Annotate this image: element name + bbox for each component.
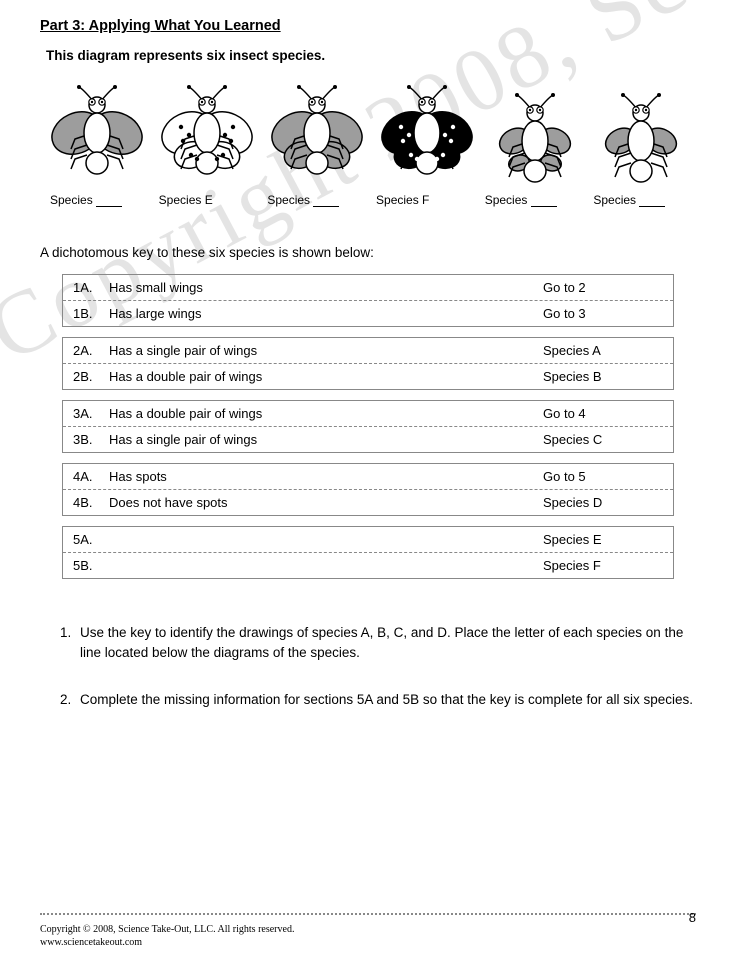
key-row: 4B. Does not have spots Species D [63,489,673,515]
key-row: 2B. Has a double pair of wings Species B [63,363,673,389]
key-pair: 4A. Has spots Go to 54B. Does not have s… [62,463,674,516]
key-pair: 3A. Has a double pair of wings Go to 43B… [62,400,674,453]
key-description: Has a double pair of wings [109,406,543,421]
key-code: 3A. [73,406,109,421]
key-description: Does not have spots [109,495,543,510]
insect-diagram [152,85,262,185]
key-row: 5A. Species E [63,527,673,552]
key-code: 3B. [73,432,109,447]
question-number: 1. [60,623,80,664]
footer-copyright: Copyright © 2008, Science Take-Out, LLC.… [40,923,294,949]
insect-diagram [42,85,152,185]
key-code: 1A. [73,280,109,295]
insect-diagram [482,93,588,185]
questions-block: 1.Use the key to identify the drawings o… [40,623,696,710]
key-result: Species D [543,495,663,510]
footer-line1: Copyright © 2008, Science Take-Out, LLC.… [40,923,294,936]
key-code: 4B. [73,495,109,510]
key-intro-text: A dichotomous key to these six species i… [40,245,696,260]
key-result: Go to 2 [543,280,663,295]
key-description: Has small wings [109,280,543,295]
key-code: 5A. [73,532,109,547]
key-result: Species A [543,343,663,358]
key-row: 1A. Has small wings Go to 2 [63,275,673,300]
key-description: Has spots [109,469,543,484]
question-text: Use the key to identify the drawings of … [80,623,696,664]
question: 2.Complete the missing information for s… [40,690,696,710]
insect-diagram [262,85,372,185]
key-row: 1B. Has large wings Go to 3 [63,300,673,326]
page-number: 8 [689,910,696,925]
key-code: 4A. [73,469,109,484]
key-row: 3A. Has a double pair of wings Go to 4 [63,401,673,426]
species-label: Species [477,193,586,207]
key-code: 2A. [73,343,109,358]
insect-labels-row: Species Species ESpecies Species FSpecie… [40,193,696,207]
key-row: 5B. Species F [63,552,673,578]
key-description: Has a double pair of wings [109,369,543,384]
key-code: 5B. [73,558,109,573]
question: 1.Use the key to identify the drawings o… [40,623,696,664]
key-result: Species B [543,369,663,384]
key-result: Species F [543,558,663,573]
species-label: Species [585,193,694,207]
footer-line2: www.sciencetakeout.com [40,936,294,949]
insect-diagram [588,93,694,185]
species-label: Species [42,193,151,207]
key-result: Go to 4 [543,406,663,421]
key-pair: 2A. Has a single pair of wings Species A… [62,337,674,390]
key-description: Has a single pair of wings [109,343,543,358]
key-row: 4A. Has spots Go to 5 [63,464,673,489]
key-result: Species E [543,532,663,547]
key-code: 1B. [73,306,109,321]
species-label: Species [259,193,368,207]
key-code: 2B. [73,369,109,384]
question-number: 2. [60,690,80,710]
footer-divider [40,913,696,915]
key-row: 3B. Has a single pair of wings Species C [63,426,673,452]
insect-diagram [372,85,482,185]
key-row: 2A. Has a single pair of wings Species A [63,338,673,363]
key-description: Has large wings [109,306,543,321]
key-result: Go to 5 [543,469,663,484]
dichotomous-key: 1A. Has small wings Go to 21B. Has large… [40,274,696,579]
insect-diagram-row [40,85,696,185]
species-label: Species F [368,193,477,207]
key-description: Has a single pair of wings [109,432,543,447]
key-pair: 1A. Has small wings Go to 21B. Has large… [62,274,674,327]
key-description [109,558,543,573]
question-text: Complete the missing information for sec… [80,690,693,710]
section-heading: Part 3: Applying What You Learned [40,18,696,34]
key-result: Species C [543,432,663,447]
key-description [109,532,543,547]
key-result: Go to 3 [543,306,663,321]
species-label: Species E [151,193,260,207]
section-subheading: This diagram represents six insect speci… [40,48,696,63]
key-pair: 5A. Species E5B. Species F [62,526,674,579]
